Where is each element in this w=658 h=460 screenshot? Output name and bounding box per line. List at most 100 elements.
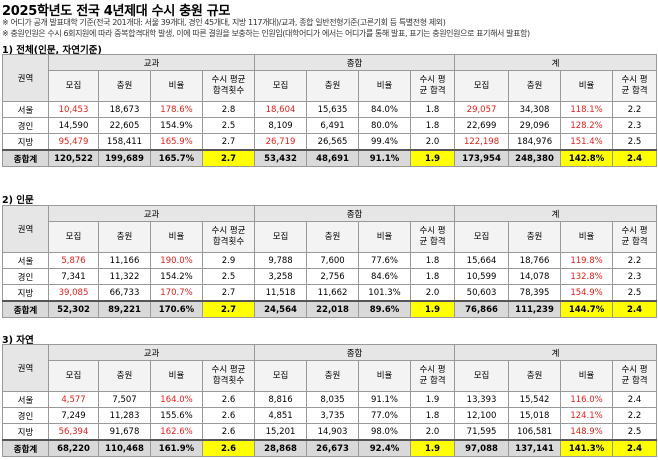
value-cell: 71,595 [454, 423, 510, 441]
value-cell: 2.6 [201, 407, 256, 424]
value-cell: 124.1% [560, 407, 614, 424]
value-cell: 7,249 [48, 407, 99, 424]
value-cell: 148.9% [560, 423, 614, 441]
column-header: 충원 [508, 360, 562, 392]
section-label: 3) 자연 [2, 335, 34, 346]
value-cell: 84.6% [358, 268, 412, 285]
value-cell: 2.6 [201, 439, 256, 457]
value-cell: 15,018 [508, 407, 562, 424]
value-cell: 120,522 [48, 149, 99, 167]
value-cell: 2.7 [201, 149, 256, 167]
value-cell: 39,085 [48, 284, 99, 302]
value-cell: 2.2 [612, 407, 658, 424]
table-row: 경인 7,249 11,283 155.6% 2.6 4,851 3,735 77.0% 1.8… [2, 407, 658, 424]
value-cell: 66,733 [98, 284, 151, 302]
table-row: 서울 10,453 18,673 178.6% 2.8 18,604 15,635 84.0%… [2, 101, 658, 118]
region-cell: 지방 [2, 284, 49, 302]
value-cell: 161.9% [150, 439, 203, 457]
group-header: 종합 [254, 205, 456, 222]
region-header: 권역 [2, 205, 49, 253]
value-cell: 2.5 [612, 423, 658, 441]
value-cell: 4,577 [48, 391, 99, 408]
value-cell: 144.7% [560, 300, 614, 318]
value-cell: 1.9 [410, 391, 456, 408]
group-header: 교과 [47, 205, 256, 222]
value-cell: 92.4% [358, 439, 412, 457]
value-cell: 2.5 [612, 133, 658, 151]
value-cell: 119.8% [560, 252, 614, 269]
group-header: 계 [454, 54, 658, 71]
value-cell: 22,018 [306, 300, 360, 318]
value-cell: 1.9 [410, 439, 456, 457]
value-cell: 11,322 [98, 268, 151, 285]
value-cell: 12,100 [454, 407, 510, 424]
column-header: 충원 [98, 70, 151, 102]
region-header: 권역 [2, 54, 49, 102]
column-header: 모집 [48, 360, 99, 392]
value-cell: 14,590 [48, 117, 99, 134]
table-row: 종합계 120,522 199,689 165.7% 2.7 53,432 48,691 91… [2, 149, 658, 167]
value-cell: 2.8 [201, 101, 256, 118]
group-header: 종합 [254, 54, 456, 71]
value-cell: 11,518 [254, 284, 308, 302]
value-cell: 190.0% [150, 252, 203, 269]
region-cell: 종합계 [2, 439, 49, 457]
table-row: 지방 39,085 66,733 170.7% 2.7 11,518 11,662 101.3… [2, 284, 658, 302]
value-cell: 2.7 [201, 284, 256, 302]
value-cell: 1.8 [410, 407, 456, 424]
column-header: 충원 [98, 360, 151, 392]
column-header: 모집 [454, 360, 510, 392]
column-header: 수시 평균 합격횟수 [201, 70, 256, 102]
group-header: 교과 [47, 344, 256, 361]
table-row: 종합계 68,220 110,468 161.9% 2.6 28,868 26,673 92.… [2, 439, 658, 457]
value-cell: 24,564 [254, 300, 308, 318]
value-cell: 11,283 [98, 407, 151, 424]
column-header: 비율 [358, 221, 412, 253]
value-cell: 18,604 [254, 101, 308, 118]
value-cell: 2.4 [612, 149, 658, 167]
value-cell: 8,035 [306, 391, 360, 408]
value-cell: 22,605 [98, 117, 151, 134]
group-header: 계 [454, 205, 658, 222]
value-cell: 184,976 [508, 133, 562, 151]
table-row: 종합계 52,302 89,221 170.6% 2.7 24,564 22,018 89.6… [2, 300, 658, 318]
value-cell: 26,673 [306, 439, 360, 457]
value-cell: 77.0% [358, 407, 412, 424]
value-cell: 10,453 [48, 101, 99, 118]
region-cell: 경인 [2, 268, 49, 285]
table-row: 경인 14,590 22,605 154.9% 2.5 8,109 6,491 80.0% 1.… [2, 117, 658, 134]
value-cell: 1.9 [410, 149, 456, 167]
value-cell: 2.3 [612, 117, 658, 134]
column-header: 비율 [150, 360, 203, 392]
value-cell: 3,258 [254, 268, 308, 285]
table-row: 서울 4,577 7,507 164.0% 2.6 8,816 8,035 91.1% 1.9 1… [2, 391, 658, 408]
value-cell: 122,198 [454, 133, 510, 151]
value-cell: 80.0% [358, 117, 412, 134]
value-cell: 7,600 [306, 252, 360, 269]
region-cell: 서울 [2, 391, 49, 408]
value-cell: 2.6 [201, 423, 256, 441]
value-cell: 118.1% [560, 101, 614, 118]
table-row: 서울 5,876 11,166 190.0% 2.9 9,788 7,600 77.6% 1.8… [2, 252, 658, 269]
value-cell: 170.7% [150, 284, 203, 302]
value-cell: 29,096 [508, 117, 562, 134]
value-cell: 78,395 [508, 284, 562, 302]
value-cell: 162.6% [150, 423, 203, 441]
region-cell: 서울 [2, 101, 49, 118]
value-cell: 15,201 [254, 423, 308, 441]
value-cell: 18,766 [508, 252, 562, 269]
region-cell: 서울 [2, 252, 49, 269]
value-cell: 14,078 [508, 268, 562, 285]
column-header: 수시 평균 합격횟수 [201, 221, 256, 253]
value-cell: 98.0% [358, 423, 412, 441]
value-cell: 137,141 [508, 439, 562, 457]
value-cell: 97,088 [454, 439, 510, 457]
value-cell: 15,664 [454, 252, 510, 269]
